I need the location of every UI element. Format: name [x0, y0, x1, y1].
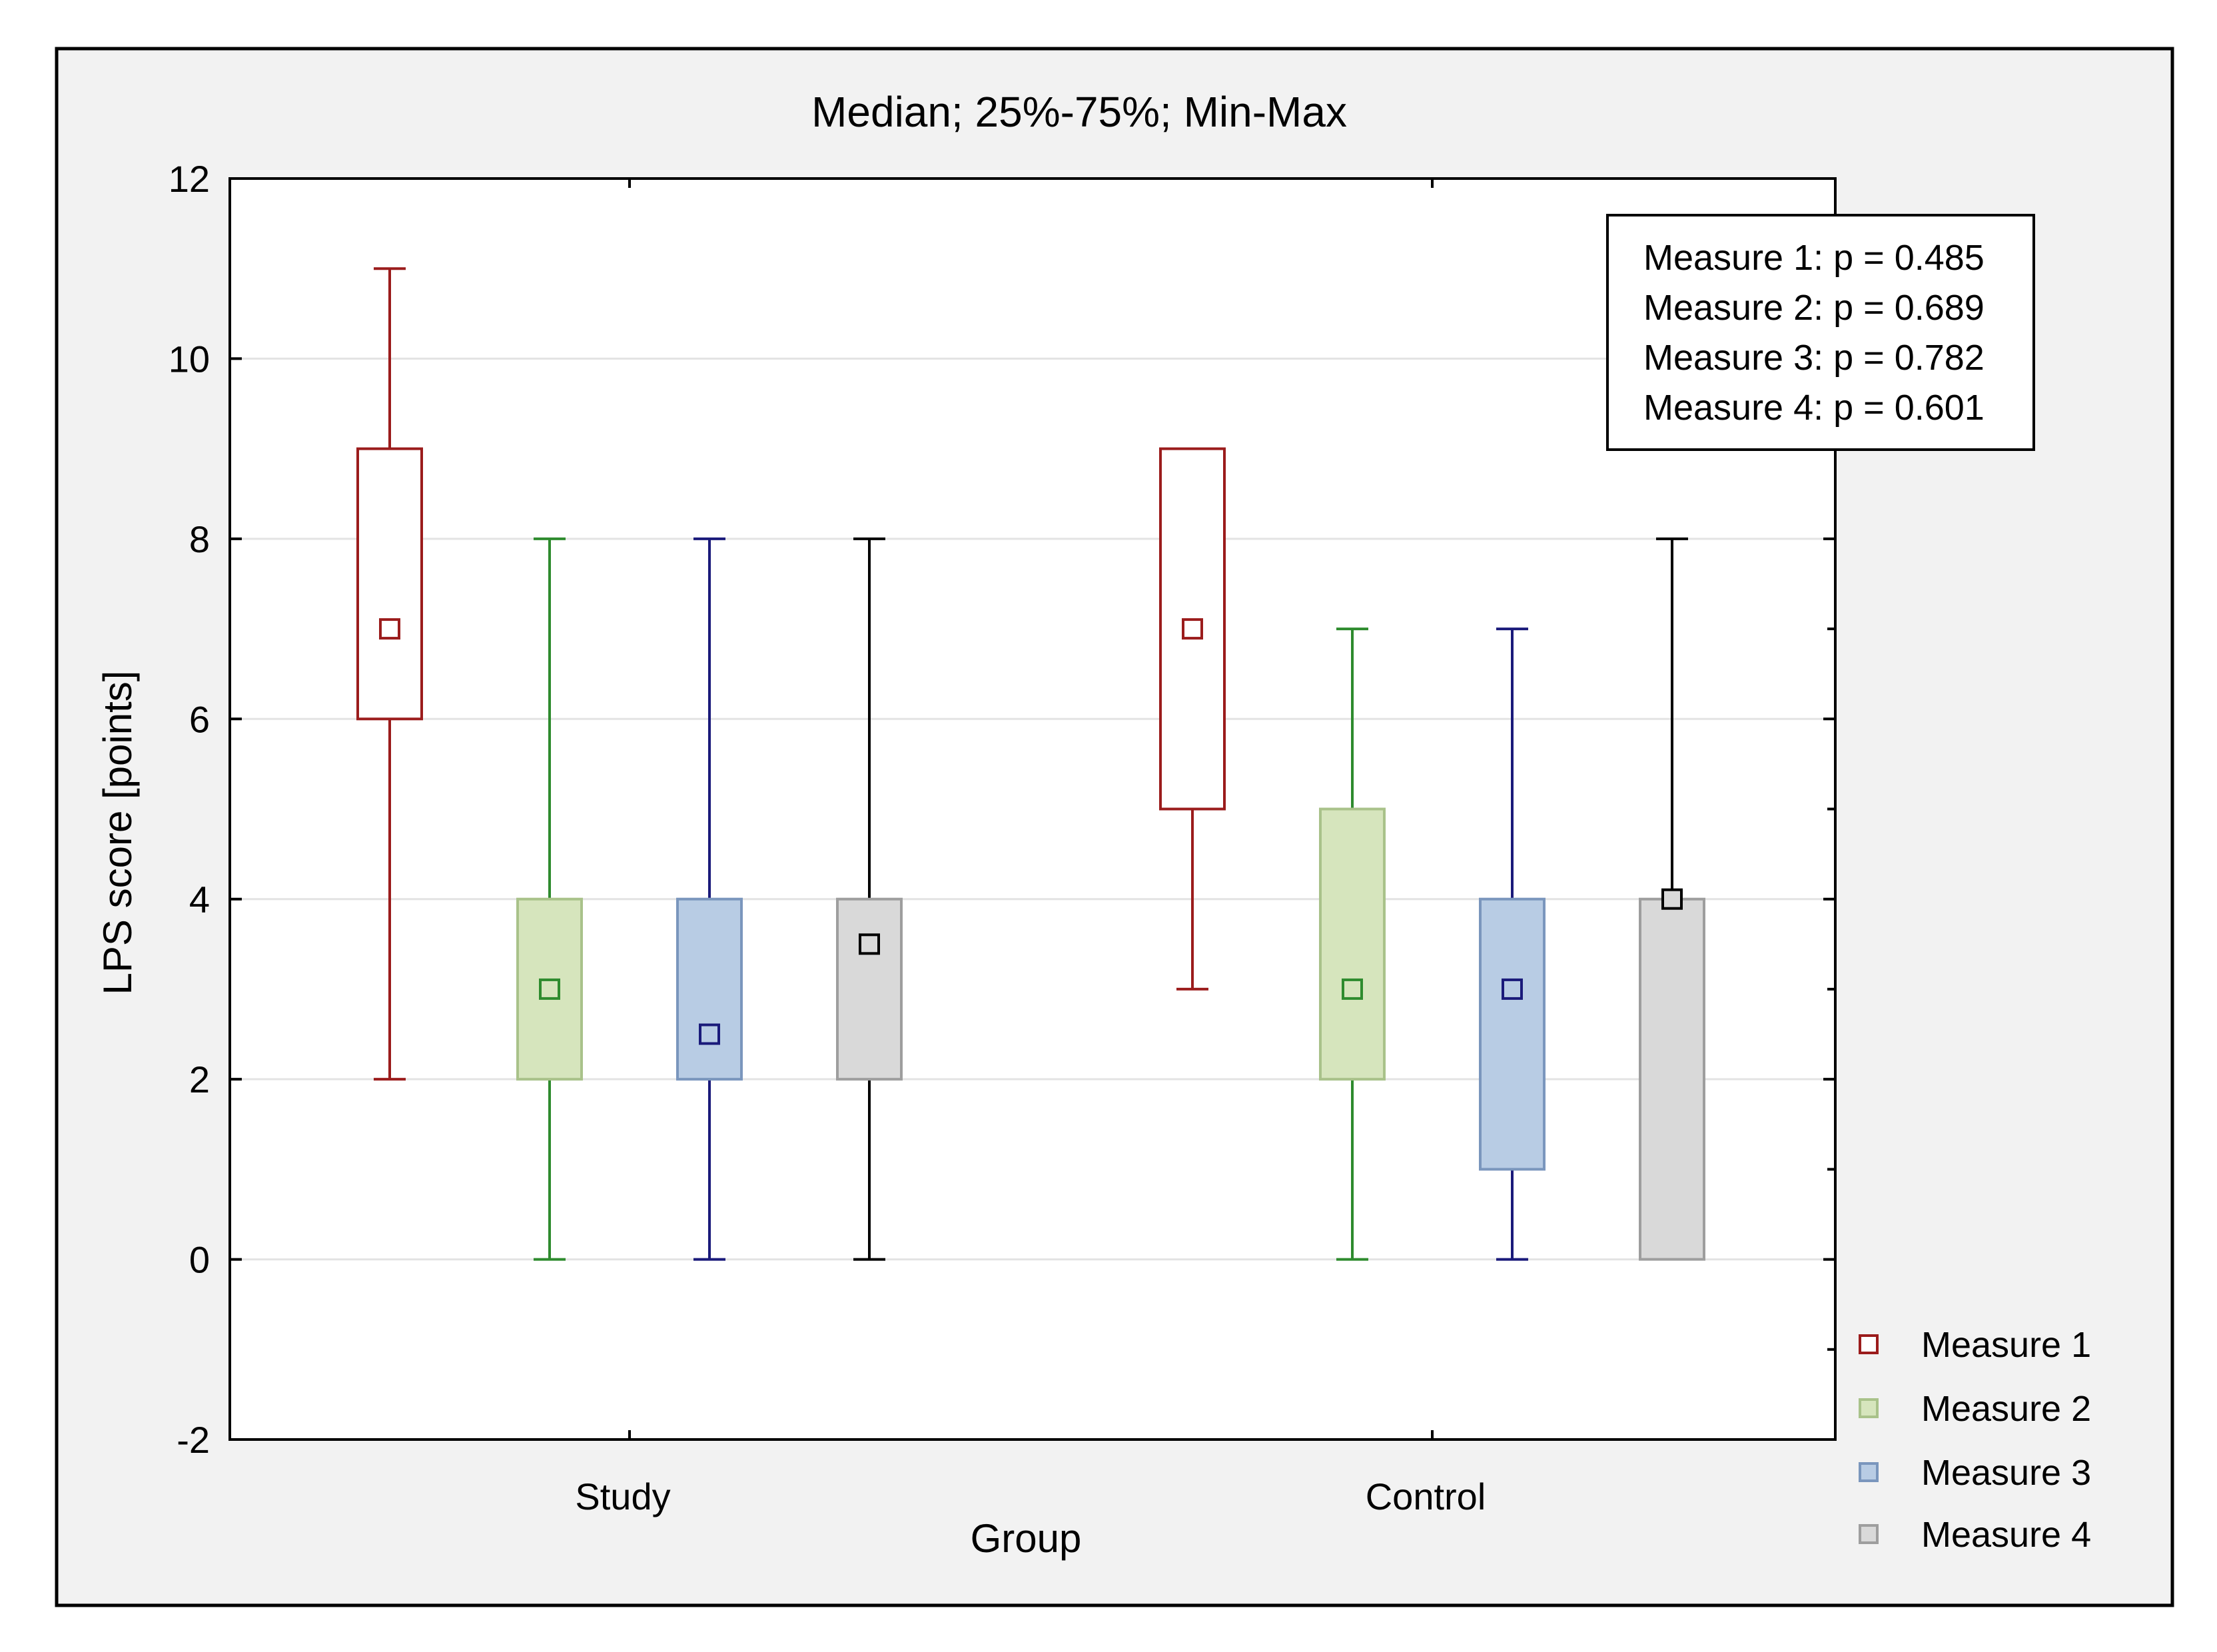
box-control-measure-1 [1159, 447, 1226, 991]
iqr-box-study-measure-1 [356, 447, 423, 721]
legend-label-measure-1: Measure 1 [1921, 1325, 2091, 1365]
y-axis-title: LPS score [points] [95, 671, 140, 995]
y-tick-label-5: 8 [189, 518, 210, 560]
y-tick-label-3: 4 [189, 879, 210, 921]
grid-lines [230, 357, 1835, 1261]
iqr-box-control-measure-2 [1319, 807, 1386, 1081]
box-control-measure-3 [1479, 627, 1546, 1261]
stats-line-measure-1: Measure 1: p = 0.485 [1643, 238, 1985, 278]
box-control-measure-2 [1319, 627, 1386, 1261]
x-tick-label-control: Control [1366, 1475, 1486, 1517]
stats-line-measure-2: Measure 2: p = 0.689 [1643, 288, 1985, 328]
median-marker-control-measure-3 [1502, 978, 1523, 1000]
y-tick-label-4: 6 [189, 698, 210, 740]
box-study-measure-4 [836, 537, 903, 1261]
iqr-box-study-measure-3 [676, 897, 743, 1081]
box-study-measure-3 [676, 537, 743, 1261]
median-marker-control-measure-4 [1661, 888, 1683, 910]
legend-swatch-measure-4 [1859, 1524, 1879, 1544]
y-tick-label-2: 2 [189, 1058, 210, 1100]
median-marker-study-measure-2 [539, 978, 560, 1000]
legend-swatch-measure-2 [1859, 1398, 1879, 1418]
legend-item-measure-4: Measure 4 [1859, 1515, 2091, 1555]
x-axis-title: Group [971, 1516, 1082, 1561]
legend-label-measure-3: Measure 3 [1921, 1453, 2091, 1493]
median-marker-control-measure-2 [1342, 978, 1363, 1000]
median-marker-study-measure-3 [699, 1023, 720, 1045]
y-tick-label-0: -2 [177, 1419, 210, 1461]
legend-label-measure-2: Measure 2 [1921, 1389, 2091, 1429]
x-tick-label-study: Study [575, 1475, 670, 1517]
legend: Measure 1 Measure 2 Measure 3 Measure 4 [1859, 1325, 2091, 1555]
stats-box-frame [1606, 214, 2035, 451]
iqr-box-control-measure-4 [1639, 897, 1705, 1261]
median-marker-study-measure-4 [859, 933, 880, 955]
legend-item-measure-2: Measure 2 [1859, 1389, 2091, 1429]
plot-area [228, 177, 1837, 1441]
y-tick-label-7: 12 [169, 158, 210, 200]
legend-item-measure-1: Measure 1 [1859, 1325, 2091, 1365]
iqr-box-control-measure-3 [1479, 897, 1546, 1171]
legend-label-measure-4: Measure 4 [1921, 1515, 2091, 1555]
box-study-measure-2 [516, 537, 583, 1261]
chart-title: Median; 25%-75%; Min-Max [811, 88, 1347, 136]
legend-item-measure-3: Measure 3 [1859, 1453, 2091, 1493]
box-study-measure-1 [356, 267, 423, 1081]
stats-annotation-box: Measure 1: p = 0.485 Measure 2: p = 0.68… [1606, 214, 2035, 451]
y-tick-label-1: 0 [189, 1239, 210, 1281]
stats-line-measure-4: Measure 4: p = 0.601 [1643, 388, 1985, 428]
legend-swatch-measure-1 [1859, 1334, 1879, 1354]
median-marker-control-measure-1 [1182, 618, 1203, 640]
iqr-box-study-measure-4 [836, 897, 903, 1081]
box-control-measure-4 [1639, 537, 1705, 1261]
axes: -2 0 2 4 6 8 10 12 Study Control [169, 158, 1835, 1517]
median-marker-study-measure-1 [379, 618, 400, 640]
y-tick-label-6: 10 [169, 338, 210, 380]
stats-line-measure-3: Measure 3: p = 0.782 [1643, 338, 1985, 378]
box-series [356, 267, 1705, 1261]
legend-swatch-measure-3 [1859, 1462, 1879, 1482]
